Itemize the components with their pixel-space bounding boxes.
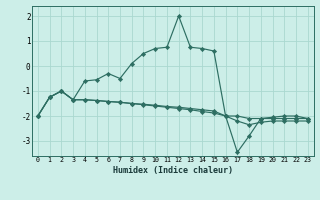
X-axis label: Humidex (Indice chaleur): Humidex (Indice chaleur) <box>113 166 233 175</box>
